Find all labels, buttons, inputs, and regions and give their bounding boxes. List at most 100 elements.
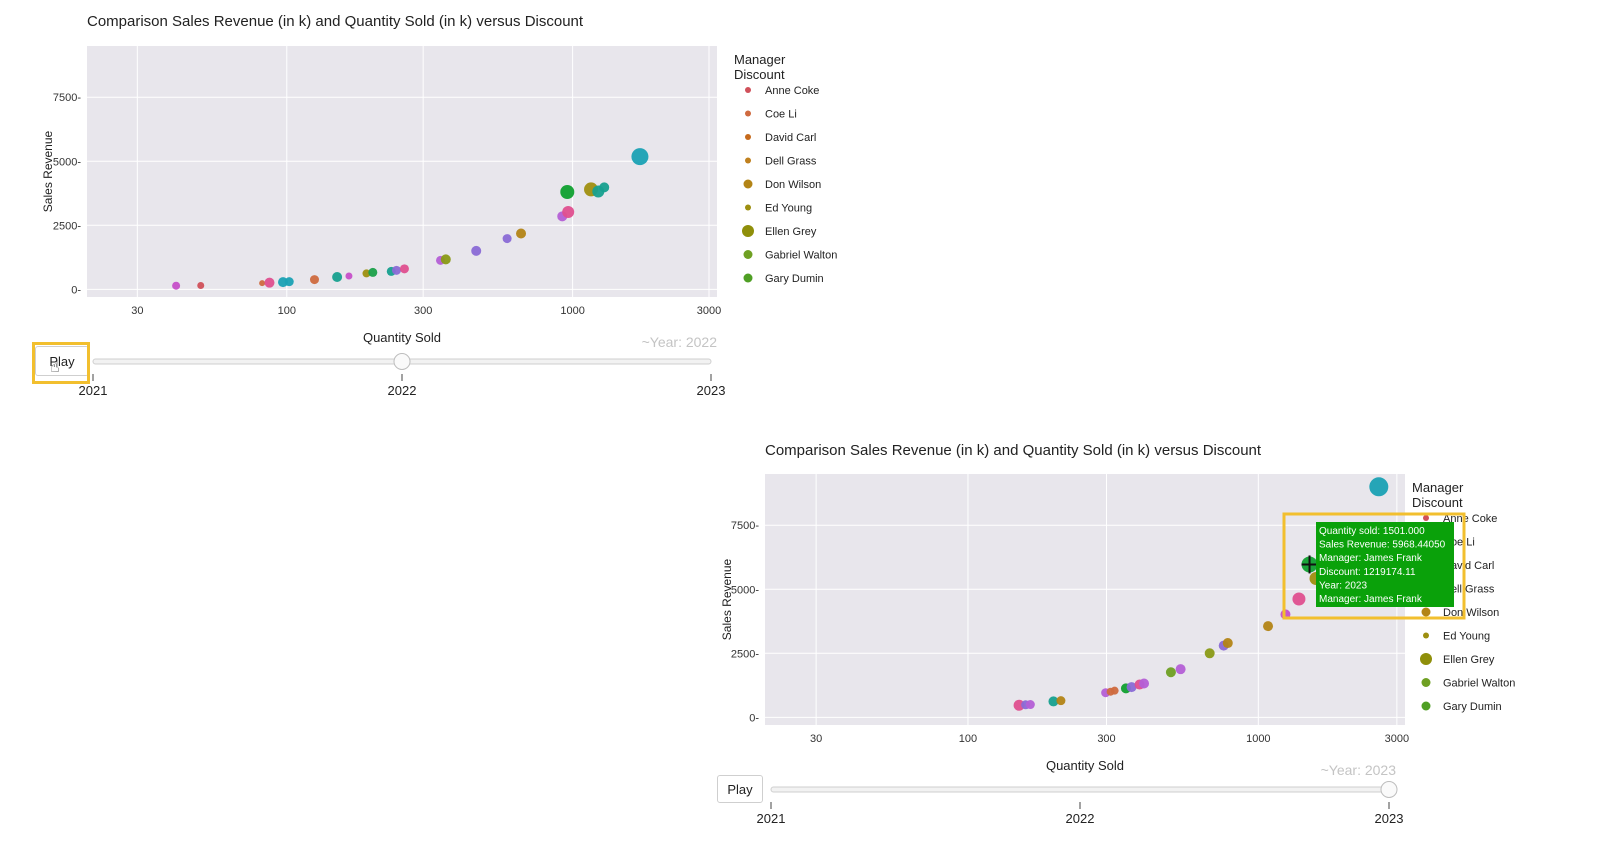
c1-y-tick-label: 5000- <box>53 156 81 168</box>
c2-data-point[interactable] <box>1175 664 1186 675</box>
c1-data-point[interactable] <box>368 267 378 277</box>
c1-slider-handle[interactable] <box>393 353 411 370</box>
c1-data-point[interactable] <box>332 272 343 283</box>
c1-data-point[interactable] <box>264 277 275 288</box>
c1-current-year-label: ~Year: 2022 <box>642 334 718 350</box>
c2-legend-entry[interactable]: Ed Young <box>1443 631 1490 643</box>
c2-legend-entry[interactable]: Gabriel Walton <box>1443 678 1515 690</box>
c2-data-point[interactable] <box>1126 682 1137 693</box>
c1-y-tick-label: 0- <box>71 284 81 296</box>
c1-legend-entry[interactable]: Dell Grass <box>765 156 817 168</box>
c1-data-point[interactable] <box>562 205 575 218</box>
c1-legend-marker[interactable] <box>743 179 753 189</box>
c1-legend-entry[interactable]: Don Wilson <box>765 179 821 191</box>
c1-data-point[interactable] <box>399 264 409 274</box>
c1-x-tick-label: 1000 <box>560 305 584 317</box>
c2-x-tick-label: 100 <box>959 733 977 745</box>
c1-data-point[interactable] <box>560 184 575 199</box>
c1-x-tick-label: 3000 <box>697 305 721 317</box>
c2-legend-marker[interactable] <box>1421 607 1431 617</box>
c1-x-tick-label: 300 <box>414 305 432 317</box>
c1-data-point[interactable] <box>197 281 205 289</box>
c1-legend-title: Manager <box>734 52 786 67</box>
c1-data-point[interactable] <box>631 148 649 166</box>
c2-data-point[interactable] <box>1222 638 1233 649</box>
c2-data-point[interactable] <box>1165 667 1176 678</box>
c1-legend-entry[interactable]: Gabriel Walton <box>765 250 837 262</box>
c2-data-point[interactable] <box>1110 686 1119 695</box>
c2-data-point[interactable] <box>1369 477 1389 497</box>
c1-data-point[interactable] <box>391 265 401 275</box>
c1-data-point[interactable] <box>284 277 294 287</box>
play-button[interactable]: Play <box>35 346 89 376</box>
c1-data-point[interactable] <box>172 281 181 290</box>
c2-legend-title: Discount <box>1412 495 1463 510</box>
c2-legend-entry[interactable]: Don Wilson <box>1443 607 1499 619</box>
c1-data-point[interactable] <box>309 275 319 285</box>
c1-x-axis-label: Quantity Sold <box>363 330 441 345</box>
c2-legend-entry[interactable]: Gary Dumin <box>1443 701 1502 713</box>
c1-data-point[interactable] <box>440 254 451 265</box>
play-button-2[interactable]: Play <box>717 775 763 803</box>
c2-legend-marker[interactable] <box>1421 701 1431 711</box>
c1-data-point[interactable] <box>471 245 482 256</box>
c1-legend-entry[interactable]: Ed Young <box>765 203 812 215</box>
c2-data-point[interactable] <box>1025 700 1035 710</box>
c1-legend-title: Discount <box>734 67 785 82</box>
c1-legend-entry[interactable]: Gary Dumin <box>765 273 824 285</box>
c2-y-tick-label: 0- <box>749 712 759 724</box>
hover-tooltip <box>1316 522 1454 607</box>
c1-y-tick-label: 7500- <box>53 92 81 104</box>
c1-legend-marker[interactable] <box>743 273 753 283</box>
c2-plot-area <box>765 474 1405 725</box>
c1-legend-entry[interactable]: Coe Li <box>765 109 797 121</box>
c1-data-point[interactable] <box>259 280 266 287</box>
c1-y-tick-label: 2500- <box>53 220 81 232</box>
c2-legend-entry[interactable]: Dell Grass <box>1443 584 1495 596</box>
c2-current-year-label: ~Year: 2023 <box>1321 762 1397 778</box>
c2-legend-marker[interactable] <box>1423 632 1429 639</box>
c2-slider-track[interactable] <box>770 786 1390 793</box>
c1-data-point[interactable] <box>516 228 527 239</box>
c2-data-point[interactable] <box>1204 648 1215 659</box>
c2-slider-handle[interactable] <box>1380 781 1398 798</box>
c2-legend-marker[interactable] <box>1420 653 1432 665</box>
c1-legend-marker[interactable] <box>743 250 753 259</box>
c1-legend-marker[interactable] <box>745 157 751 164</box>
c1-plot-area <box>87 46 717 297</box>
c1-data-point[interactable] <box>502 234 512 244</box>
c2-data-point[interactable] <box>1292 592 1306 606</box>
c1-legend-marker[interactable] <box>745 204 751 211</box>
c1-legend-marker[interactable] <box>745 134 751 140</box>
c1-legend-entry[interactable]: David Carl <box>765 132 816 144</box>
c1-legend-entry[interactable]: Ellen Grey <box>765 226 817 238</box>
c1-data-point[interactable] <box>599 182 610 193</box>
c1-legend-marker[interactable] <box>742 225 754 237</box>
c2-data-point[interactable] <box>1263 621 1274 632</box>
c2-data-point[interactable] <box>1139 678 1150 689</box>
c2-legend-entry[interactable]: Anne Coke <box>1443 513 1497 525</box>
c2-x-axis-label: Quantity Sold <box>1046 758 1124 773</box>
c2-y-tick-label: 2500- <box>731 648 759 660</box>
c1-data-point[interactable] <box>345 272 353 280</box>
c2-slider-label: 2023 <box>1375 811 1404 826</box>
c2-legend-entry[interactable]: David Carl <box>1443 560 1494 572</box>
c1-title: Comparison Sales Revenue (in k) and Quan… <box>87 13 584 30</box>
c2-legend-marker[interactable] <box>1423 515 1429 521</box>
c2-legend-entry[interactable]: Ellen Grey <box>1443 654 1495 666</box>
c2-data-point[interactable] <box>1048 696 1059 707</box>
c1-slider-label: 2021 <box>79 383 108 398</box>
c2-y-axis-label: Sales Revenue <box>720 558 734 640</box>
c2-y-tick-label: 7500- <box>731 520 759 532</box>
c2-legend-marker[interactable] <box>1421 678 1431 687</box>
c1-legend-entry[interactable]: Anne Coke <box>765 85 819 97</box>
tooltip-line: Manager: James Frank <box>1319 553 1423 564</box>
c2-x-tick-label: 300 <box>1097 733 1115 745</box>
c1-legend-marker[interactable] <box>745 87 751 93</box>
c1-legend-marker[interactable] <box>745 110 751 117</box>
c2-data-point[interactable] <box>1056 696 1066 706</box>
